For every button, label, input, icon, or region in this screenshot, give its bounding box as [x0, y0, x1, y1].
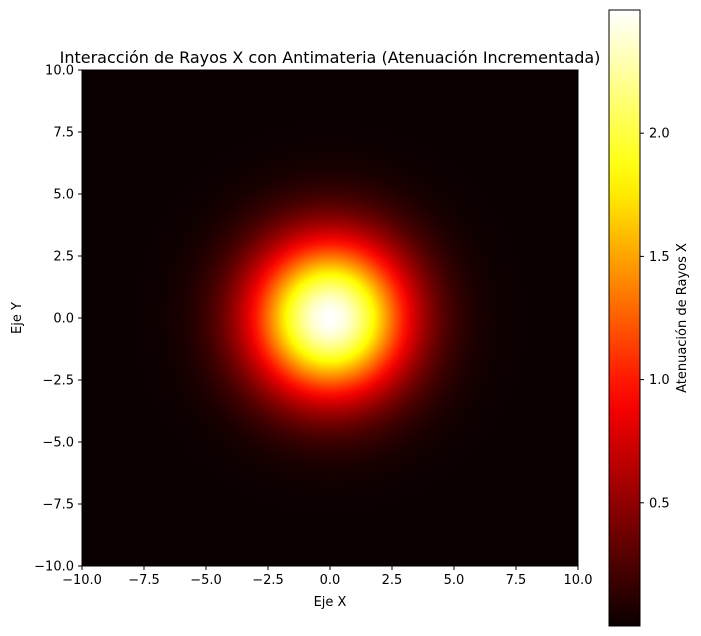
colorbar	[609, 10, 640, 626]
x-tick-label: 5.0	[444, 573, 465, 588]
x-tick-label: −7.5	[128, 573, 160, 588]
x-tick-label: 2.5	[382, 573, 403, 588]
x-axis: −10.0 −7.5 −5.0 −2.5 0.0 2.5 5.0 7.5 10.0	[62, 566, 592, 588]
y-tick-label: −5.0	[42, 436, 74, 451]
colorbar-tick-label: 2.0	[649, 127, 670, 142]
colorbar-tick-label: 1.0	[649, 373, 670, 388]
colorbar-label: Atenuación de Rayos X	[675, 243, 690, 393]
chart-title: Interacción de Rayos X con Antimateria (…	[60, 48, 601, 67]
heatmap-area	[82, 70, 578, 566]
y-tick-label: −7.5	[42, 498, 74, 513]
colorbar-ticks: 0.5 1.0 1.5 2.0	[640, 127, 670, 511]
x-tick-label: 7.5	[506, 573, 527, 588]
x-tick-label: 10.0	[564, 573, 593, 588]
y-tick-label: 5.0	[53, 188, 74, 203]
y-tick-label: 7.5	[53, 126, 74, 141]
x-tick-label: −2.5	[252, 573, 284, 588]
y-tick-label: 2.5	[53, 250, 74, 265]
colorbar-frame	[608, 9, 641, 627]
x-tick-label: −10.0	[62, 573, 102, 588]
colorbar-gradient	[609, 10, 640, 626]
colorbar-tick-label: 1.5	[649, 250, 670, 265]
x-tick-label: 0.0	[320, 573, 341, 588]
x-axis-label: Eje X	[314, 595, 347, 610]
heatmap-field	[82, 70, 578, 566]
y-axis-label: Eje Y	[10, 302, 25, 334]
colorbar-tick-label: 0.5	[649, 496, 670, 511]
y-tick-label: 10.0	[45, 64, 74, 79]
y-tick-label: −2.5	[42, 374, 74, 389]
y-tick-label: 0.0	[53, 312, 74, 327]
x-tick-label: −5.0	[190, 573, 222, 588]
y-axis: 10.0 7.5 5.0 2.5 0.0 −2.5 −5.0 −7.5 −10.0	[34, 64, 82, 575]
y-tick-label: −10.0	[34, 560, 74, 575]
